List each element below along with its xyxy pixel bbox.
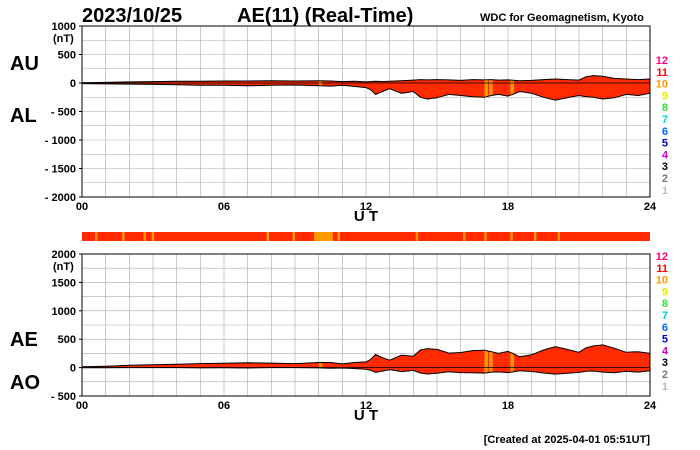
- highlight-stripe: [318, 362, 323, 368]
- upper-series-line: [81, 344, 651, 368]
- scale-legend-label: 11: [656, 263, 668, 275]
- status-bar-segment: [143, 232, 146, 241]
- y-tick-label: - 500: [51, 391, 76, 403]
- status-bar-segment: [292, 232, 295, 241]
- status-bar-segment: [337, 232, 340, 241]
- y-tick-label: 0: [70, 78, 76, 90]
- status-bar-segment: [463, 232, 466, 241]
- y-tick-label: - 500: [51, 107, 76, 119]
- scale-legend-label: 2: [662, 369, 668, 381]
- highlight-stripe: [489, 351, 493, 373]
- lower-series-line: [81, 83, 651, 101]
- y-tick-label: - 1500: [45, 164, 76, 176]
- status-bar-segment: [510, 232, 513, 241]
- data-area: [82, 75, 650, 101]
- status-bar-segment: [415, 232, 419, 241]
- status-bar-segment: [95, 232, 98, 241]
- unit-label-top: (nT): [53, 33, 74, 45]
- scale-legend-label: 4: [662, 345, 669, 357]
- data-area: [82, 344, 650, 375]
- source-label: WDC for Geomagnetism, Kyoto: [480, 12, 644, 24]
- scale-legend-label: 7: [662, 114, 668, 126]
- scale-legend-label: 3: [662, 357, 668, 369]
- ao-label: AO: [10, 372, 40, 394]
- status-bar-segment: [313, 232, 333, 241]
- highlight-stripe: [510, 80, 514, 96]
- scale-legend-label: 12: [656, 251, 668, 263]
- scale-legend-label: 3: [662, 161, 668, 173]
- scale-legend-label: 7: [662, 310, 668, 322]
- scale-legend-label: 12: [656, 55, 668, 67]
- status-bar-segment: [151, 232, 155, 241]
- x-tick-label: 06: [218, 201, 230, 213]
- scale-legend-label: 9: [662, 286, 668, 298]
- status-bar: [82, 232, 650, 241]
- x-axis-label-top: U T: [354, 208, 378, 225]
- scale-legend-label: 8: [662, 298, 668, 310]
- y-tick-label: 500: [58, 334, 76, 346]
- panel-frame: [81, 253, 651, 397]
- scale-legend-label: 2: [662, 173, 668, 185]
- status-bar-segment: [484, 232, 487, 241]
- x-tick-label: 00: [76, 400, 88, 412]
- status-bar-segment: [122, 232, 125, 241]
- highlight-stripe: [510, 352, 514, 373]
- y-tick-label: 1000: [52, 306, 76, 318]
- al-label: AL: [10, 105, 37, 127]
- au-label: AU: [10, 53, 39, 75]
- highlight-stripe: [484, 350, 488, 374]
- y-tick-label: 500: [58, 50, 76, 62]
- scale-legend-label: 1: [662, 185, 668, 197]
- scale-legend-label: 11: [656, 67, 668, 79]
- x-tick-label: 18: [502, 201, 514, 213]
- x-tick-label: 24: [644, 201, 657, 213]
- scale-legend-label: 1: [662, 381, 668, 393]
- scale-legend-label: 5: [662, 334, 668, 346]
- x-tick-label: 24: [644, 400, 657, 412]
- scale-legend-label: 6: [662, 322, 668, 334]
- status-bar-segment: [534, 232, 537, 241]
- highlight-stripe: [484, 79, 488, 98]
- scale-legend-label: 4: [662, 149, 669, 161]
- y-tick-label: 1500: [52, 277, 76, 289]
- scale-legend-label: 8: [662, 102, 668, 114]
- status-bar-segment: [557, 232, 561, 241]
- x-tick-label: 12: [360, 400, 372, 412]
- y-tick-label: - 2000: [45, 192, 76, 204]
- y-tick-label: - 1000: [45, 135, 76, 147]
- x-tick-label: 06: [218, 400, 230, 412]
- x-axis-label-bottom: U T: [354, 407, 378, 424]
- status-bar-segment: [266, 232, 269, 241]
- scale-legend-label: 9: [662, 90, 668, 102]
- plot-date: 2023/10/25: [82, 5, 182, 27]
- highlight-stripe: [489, 79, 493, 97]
- x-tick-label: 12: [360, 201, 372, 213]
- ae-label: AE: [10, 329, 38, 351]
- y-tick-label: 2000: [52, 249, 76, 261]
- scale-legend-label: 10: [656, 275, 668, 287]
- x-tick-label: 18: [502, 400, 514, 412]
- scale-legend-label: 5: [662, 138, 668, 150]
- y-tick-label: 1000: [52, 21, 76, 33]
- x-tick-label: 00: [76, 201, 88, 213]
- status-bar-base: [82, 232, 650, 241]
- upper-series-line: [81, 75, 651, 84]
- scale-legend-label: 10: [656, 79, 668, 91]
- y-tick-label: 0: [70, 363, 76, 375]
- scale-legend-label: 6: [662, 126, 668, 138]
- unit-label-bottom: (nT): [53, 261, 74, 273]
- created-timestamp: [Created at 2025-04-01 05:51UT]: [484, 434, 651, 446]
- plot-title: AE(11) (Real-Time): [237, 5, 413, 27]
